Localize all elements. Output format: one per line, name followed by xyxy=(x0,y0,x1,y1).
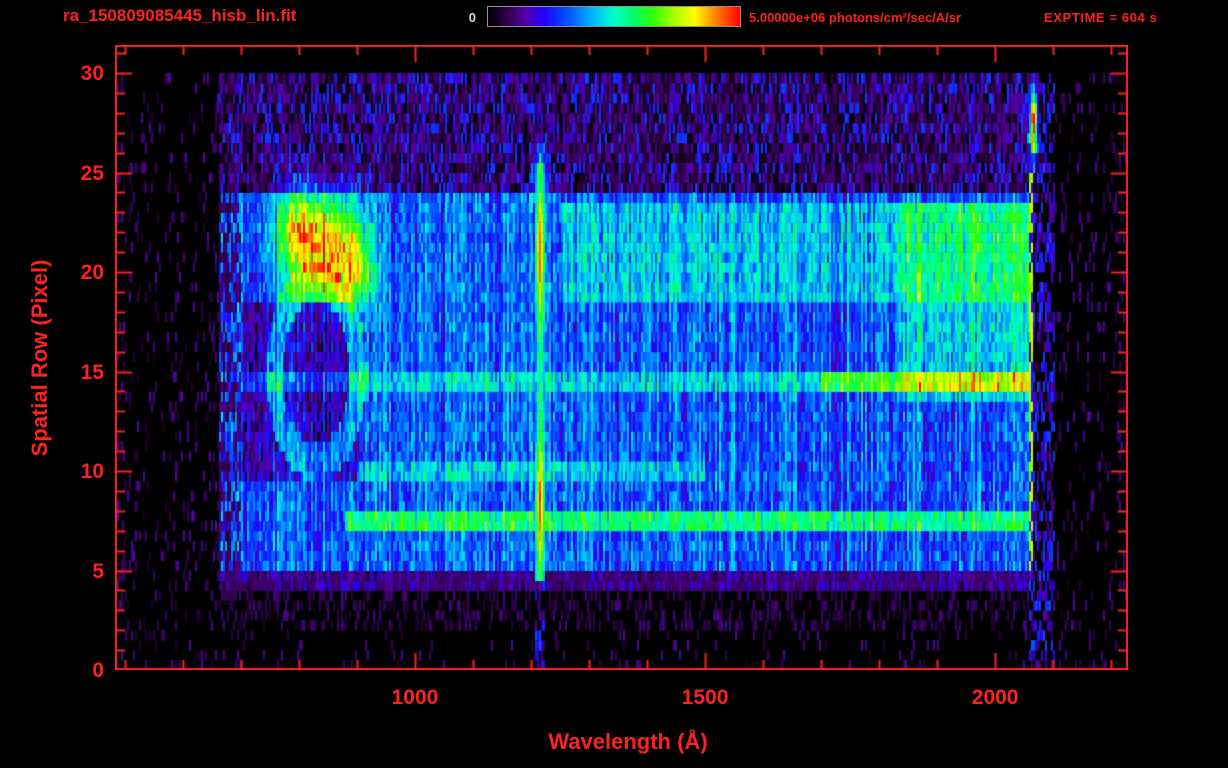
y-tick-label: 25 xyxy=(80,161,104,185)
spectrogram-heatmap xyxy=(115,45,1128,670)
y-tick-label: 5 xyxy=(92,559,104,583)
file-title: ra_150809085445_hisb_lin.fit xyxy=(63,6,297,25)
y-tick-label: 15 xyxy=(80,360,104,384)
y-tick-label: 30 xyxy=(80,62,104,86)
x-axis-title: Wavelength (Å) xyxy=(548,729,708,754)
x-tick-label: 2000 xyxy=(971,686,1019,709)
y-tick-label: 10 xyxy=(80,460,104,484)
x-tick-label: 1500 xyxy=(681,686,729,709)
exposure-time-label: EXPTIME = 604 s xyxy=(1044,10,1158,25)
y-tick-label: 20 xyxy=(80,261,104,285)
x-tick-label: 1000 xyxy=(391,686,439,709)
y-tick-label: 0 xyxy=(92,659,104,682)
colorbar-gradient xyxy=(487,6,741,27)
y-axis-title: Spatial Row (Pixel) xyxy=(27,259,52,457)
colorbar-min-label: 0 xyxy=(468,10,476,25)
colorbar-max-label: 5.00000e+06 photons/cm²/sec/A/sr xyxy=(749,10,962,25)
